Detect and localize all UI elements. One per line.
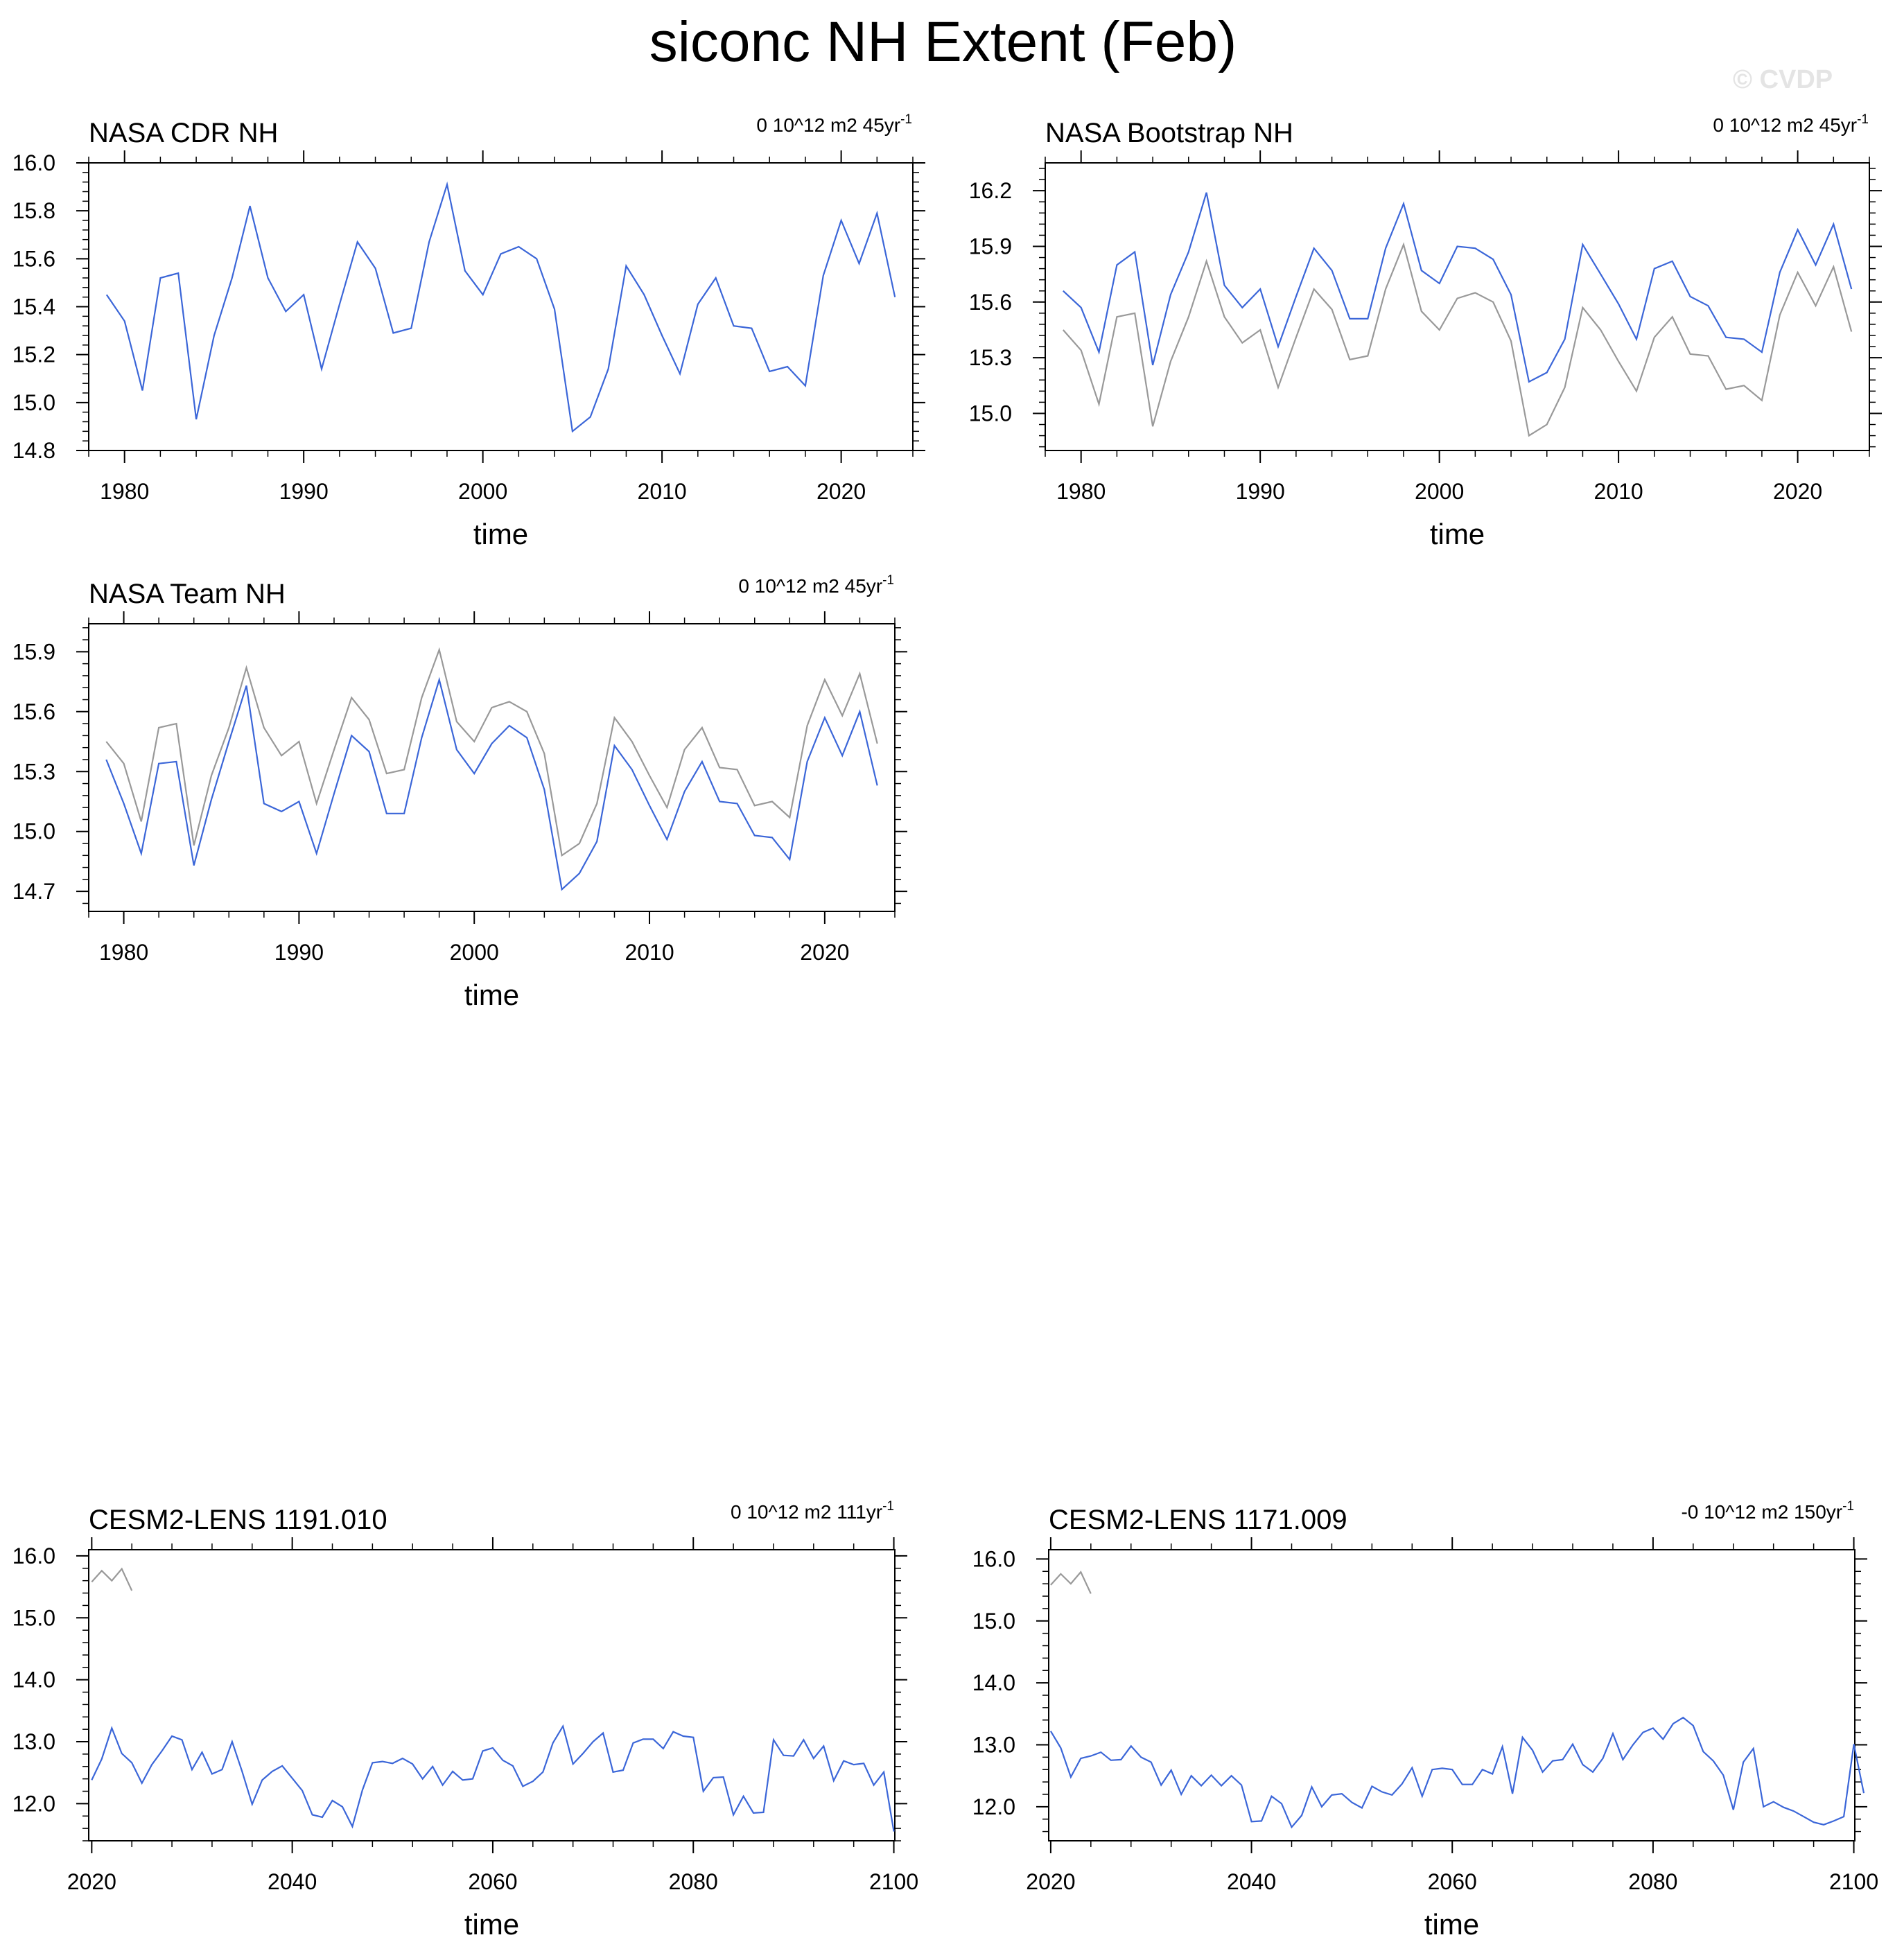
reference-series-line: [91, 1567, 133, 1591]
x-tick-label: 1990: [279, 479, 329, 504]
x-tick-label: 1980: [100, 479, 149, 504]
primary-series-line: [105, 676, 878, 891]
panel-cesm2-lens-1191-010: CESM2-LENS 1191.010 0 10^12 m2 111yr-1 202…: [12, 1499, 918, 1941]
x-tick-label: 2060: [1428, 1869, 1477, 1894]
y-tick-label: 15.2: [12, 342, 55, 367]
reference-series-line: [105, 647, 878, 857]
trend-label: 0 10^12 m2 45yr-1: [738, 573, 894, 597]
y-tick-label: 15.3: [969, 345, 1012, 370]
trend-exponent: -1: [882, 573, 894, 588]
x-tick-label: 2060: [468, 1869, 517, 1894]
trend-exponent: -1: [1842, 1499, 1854, 1514]
trend-text: 0 10^12 m2 111yr: [731, 1501, 882, 1523]
y-tick-label: 15.0: [12, 1605, 55, 1630]
y-tick-label: 16.0: [12, 1543, 55, 1568]
x-tick-label: 2020: [1773, 479, 1822, 504]
x-tick-label: 2020: [800, 940, 849, 965]
trend-text: 0 10^12 m2 45yr: [756, 114, 900, 136]
trend-exponent: -1: [900, 112, 912, 127]
trend-exponent: -1: [882, 1499, 894, 1514]
y-tick-label: 13.0: [12, 1729, 55, 1754]
x-tick-label: 2040: [1227, 1869, 1276, 1894]
y-tick-label: 15.6: [12, 246, 55, 271]
panel-title: CESM2-LENS 1171.009: [1049, 1505, 1347, 1535]
panel-title: NASA Team NH: [89, 579, 286, 609]
y-tick-label: 15.9: [969, 234, 1012, 259]
trend-label: 0 10^12 m2 45yr-1: [756, 112, 912, 136]
trend-label: 0 10^12 m2 111yr-1: [731, 1499, 894, 1523]
trend-text: -0 10^12 m2 150yr: [1681, 1501, 1842, 1523]
y-tick-label: 14.0: [12, 1668, 55, 1692]
panel-nasa-team-nh: NASA Team NH 0 10^12 m2 45yr-1 1980 1990 200…: [12, 573, 907, 1011]
y-tick-label: 14.0: [972, 1670, 1015, 1695]
y-tick-label: 15.4: [12, 295, 55, 320]
x-tick-label: 2000: [458, 479, 507, 504]
y-tick-label: 15.0: [12, 390, 55, 415]
panel-nasa-bootstrap-nh: NASA Bootstrap NH 0 10^12 m2 45yr-1 1980 19…: [969, 112, 1882, 550]
reference-series-line: [1050, 1570, 1092, 1594]
x-tick-label: 2100: [1829, 1869, 1878, 1894]
y-tick-label: 13.0: [972, 1732, 1015, 1757]
x-tick-label: 2010: [1594, 479, 1643, 504]
x-tick-label: 1980: [1056, 479, 1106, 504]
x-axis-title: time: [1430, 518, 1485, 550]
panel-title: NASA Bootstrap NH: [1045, 118, 1293, 148]
y-tick-label: 15.6: [12, 699, 55, 724]
panel-title: NASA CDR NH: [89, 118, 278, 148]
plot-frame: [1048, 1549, 1856, 1841]
x-tick-label: 2010: [638, 479, 687, 504]
primary-series-line: [1049, 1716, 1865, 1829]
x-tick-label: 2020: [817, 479, 866, 504]
x-tick-label: 2080: [669, 1869, 718, 1894]
x-tick-label: 2010: [625, 940, 674, 965]
panel-title: CESM2-LENS 1191.010: [89, 1505, 387, 1535]
x-axis-title: time: [464, 979, 519, 1011]
trend-text: 0 10^12 m2 45yr: [738, 575, 882, 597]
plot-frame: [88, 623, 896, 912]
trend-label: -0 10^12 m2 150yr-1: [1681, 1499, 1854, 1523]
y-tick-label: 16.0: [972, 1546, 1015, 1571]
x-axis-title: time: [1424, 1908, 1479, 1941]
x-tick-label: 2100: [869, 1869, 918, 1894]
x-tick-label: 1990: [1236, 479, 1285, 504]
y-tick-label: 15.6: [969, 290, 1012, 315]
y-tick-label: 14.7: [12, 879, 55, 904]
watermark: © CVDP: [1733, 65, 1833, 94]
trend-text: 0 10^12 m2 45yr: [1713, 114, 1857, 136]
x-tick-label: 2020: [67, 1869, 116, 1894]
panel-nasa-cdr-nh: NASA CDR NH 0 10^12 m2 45yr-1 1980 1990 2000…: [12, 112, 925, 550]
x-axis-title: time: [464, 1908, 519, 1941]
x-tick-label: 2000: [450, 940, 499, 965]
x-axis-title: time: [473, 518, 528, 550]
y-tick-label: 15.0: [12, 819, 55, 844]
y-tick-label: 14.8: [12, 438, 55, 463]
primary-series-line: [105, 181, 896, 433]
x-tick-label: 1980: [99, 940, 148, 965]
x-tick-label: 1990: [274, 940, 324, 965]
main-title: siconc NH Extent (Feb): [649, 10, 1237, 73]
x-tick-label: 2020: [1026, 1869, 1075, 1894]
y-tick-label: 15.9: [12, 639, 55, 664]
y-tick-label: 15.0: [969, 401, 1012, 426]
trend-exponent: -1: [1857, 112, 1869, 127]
x-tick-label: 2080: [1628, 1869, 1677, 1894]
plot-frame: [1045, 162, 1870, 451]
trend-label: 0 10^12 m2 45yr-1: [1713, 112, 1869, 136]
primary-series-line: [1063, 192, 1853, 383]
y-tick-label: 15.8: [12, 198, 55, 223]
y-tick-label: 15.3: [12, 759, 55, 784]
x-tick-label: 2040: [268, 1869, 317, 1894]
y-tick-label: 12.0: [972, 1794, 1015, 1819]
y-tick-label: 16.2: [969, 178, 1012, 203]
y-tick-label: 12.0: [12, 1791, 55, 1816]
x-tick-label: 2000: [1415, 479, 1464, 504]
y-tick-label: 15.0: [972, 1609, 1015, 1634]
plot-frame: [88, 1549, 896, 1841]
reference-series-line: [1062, 242, 1853, 437]
primary-series-line: [91, 1724, 895, 1832]
y-tick-label: 16.0: [12, 150, 55, 175]
